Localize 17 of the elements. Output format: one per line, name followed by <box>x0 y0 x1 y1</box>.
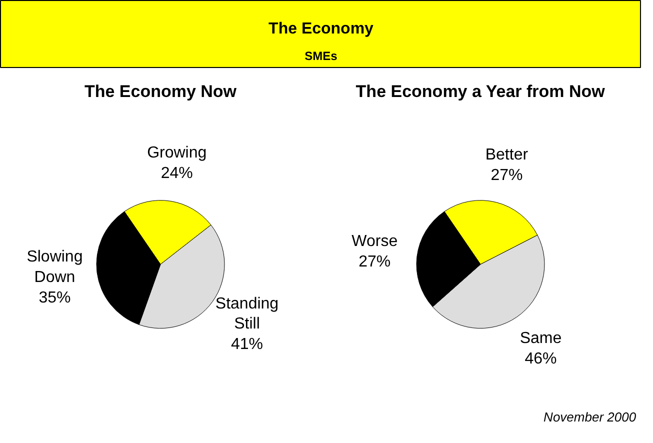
data-label: 27% <box>358 254 391 271</box>
slice-label: Better <box>485 146 529 164</box>
data-label: 46% <box>524 350 557 368</box>
data-label: 27% <box>490 166 523 184</box>
text: The Economy <box>268 20 374 38</box>
slice-label: Worse <box>352 233 398 250</box>
text: SMEs <box>304 48 338 63</box>
chart-title: The Economy Now <box>84 82 238 101</box>
slice-label: Slowing Down <box>26 248 83 286</box>
data-label: 41% <box>230 336 264 354</box>
chart-title: The Economy a Year from Now <box>356 82 606 101</box>
slice-label: Standing Still <box>215 295 279 333</box>
data-label: 24% <box>160 165 193 182</box>
data-label: 35% <box>38 289 71 306</box>
text: November 2000 <box>544 410 637 425</box>
slice-label: Same <box>520 330 562 347</box>
slice-label: Growing <box>147 144 207 162</box>
